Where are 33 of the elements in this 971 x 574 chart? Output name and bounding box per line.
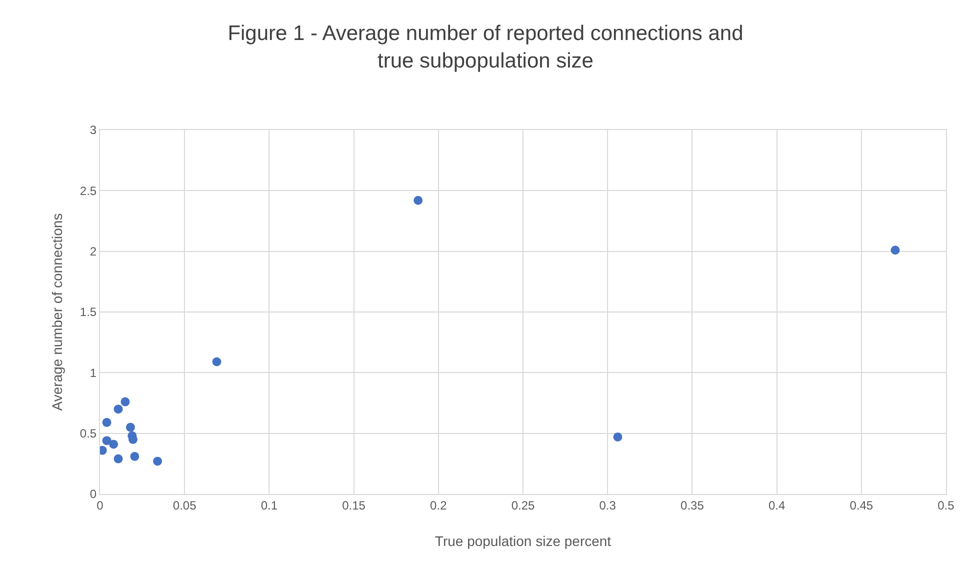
chart-title: Figure 1 - Average number of reported connections and true subpopulation size [228,22,744,72]
y-tick-label: 0 [90,487,97,502]
point [102,418,112,427]
point [414,196,423,205]
y-tick-label: 3 [90,123,97,138]
x-tick-label: 0.15 [342,498,366,512]
x-tick-label: 0.05 [172,498,197,512]
x-tick-label: 0.3 [599,498,616,512]
y-tick-label: 2 [90,244,97,259]
x-axis-title: True population size percent [434,533,612,549]
y-axis-title: Average number of connections [49,213,65,411]
point [120,397,130,406]
x-tick-label: 0.5 [938,498,955,512]
x-tick-label: 0.25 [511,498,535,512]
y-tick-label: 0.5 [80,426,97,441]
x-tick-label: 0.35 [680,498,704,512]
point [130,452,140,461]
point [102,436,112,446]
y-tick-label: 1 [90,366,97,380]
x-tick-label: 0.1 [260,498,278,512]
y-tick-label: 2.5 [80,184,97,198]
x-tick-label: 0.4 [768,498,786,512]
x-tick-label: 0.2 [430,498,448,512]
point [153,456,162,466]
point [109,440,118,449]
point [212,357,222,366]
point [126,422,135,432]
point [114,454,123,464]
point [890,246,900,255]
x-tick-label: 0.45 [850,498,874,512]
point [114,404,123,414]
y-tick-label: 1.5 [80,305,97,320]
point [613,432,622,442]
